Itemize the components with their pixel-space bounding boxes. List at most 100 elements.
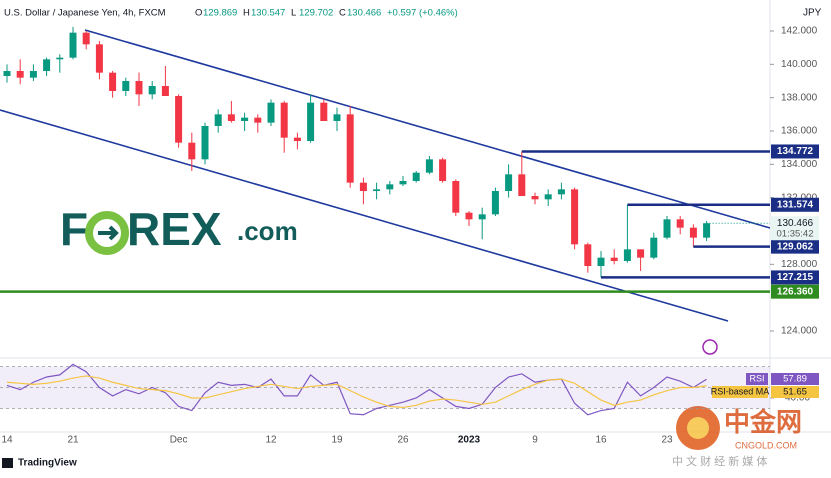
y-tick-label: 140.000 bbox=[781, 59, 818, 70]
candle-body bbox=[95, 44, 103, 73]
level-label-box bbox=[771, 270, 819, 285]
level-label: 129.062 bbox=[777, 241, 814, 252]
candle-body bbox=[320, 102, 328, 121]
candle-body bbox=[571, 189, 579, 245]
watermark-cn: 中金网 bbox=[724, 407, 802, 437]
x-tick-label: 12 bbox=[265, 435, 277, 446]
candle-body bbox=[227, 114, 235, 121]
candle-body bbox=[478, 214, 486, 220]
y-tick-label: 134.000 bbox=[781, 159, 818, 170]
candle-body bbox=[597, 257, 605, 266]
alert-icon[interactable] bbox=[702, 339, 718, 355]
candle-body bbox=[623, 249, 631, 261]
candle-body bbox=[412, 172, 420, 181]
x-tick-label: 21 bbox=[67, 435, 79, 446]
candle-body bbox=[505, 174, 513, 191]
candle-body bbox=[56, 57, 64, 60]
channel-upper bbox=[84, 29, 771, 229]
candle-body bbox=[280, 102, 288, 138]
currency: JPY bbox=[803, 8, 822, 19]
candle-body bbox=[241, 117, 249, 121]
candle-body bbox=[122, 81, 130, 91]
candle-body bbox=[689, 227, 697, 238]
candle-body bbox=[175, 96, 183, 143]
x-tick-label: 2023 bbox=[458, 435, 481, 446]
watermark-en: CNGOLD.COM bbox=[735, 440, 797, 450]
countdown: 01:35:42 bbox=[777, 229, 814, 240]
rsi-name-box bbox=[746, 373, 768, 385]
y-tick-label: 142.000 bbox=[781, 26, 818, 37]
rsi-name: RSI bbox=[749, 373, 764, 383]
candle-body bbox=[676, 219, 684, 228]
candle-body bbox=[333, 114, 341, 121]
candle-body bbox=[544, 194, 552, 200]
rsi-name: RSI-based MA bbox=[711, 386, 770, 396]
candle-body bbox=[267, 102, 275, 123]
candle-body bbox=[293, 137, 301, 141]
ohlc-change: +0.597 (+0.46%) bbox=[387, 8, 458, 19]
candle-body bbox=[491, 191, 499, 215]
x-tick-label: 9 bbox=[532, 435, 538, 446]
candle-body bbox=[465, 212, 473, 220]
candle-body bbox=[650, 237, 658, 258]
ohlc-key: O bbox=[195, 8, 202, 19]
ohlc-value: 130.547 bbox=[251, 8, 285, 19]
ohlc-value: 130.466 bbox=[347, 8, 381, 19]
level-label: 127.215 bbox=[777, 272, 814, 283]
brand-icon bbox=[2, 458, 13, 468]
y-tick-label: 128.000 bbox=[781, 259, 818, 270]
rsi-value: 57.89 bbox=[783, 374, 807, 385]
candle-body bbox=[557, 189, 565, 195]
candle-body bbox=[439, 159, 447, 181]
level-label-box bbox=[771, 197, 819, 212]
y-tick-label: 138.000 bbox=[781, 92, 818, 103]
candle-body bbox=[452, 181, 460, 213]
candle-body bbox=[3, 71, 11, 76]
candle-body bbox=[425, 159, 433, 173]
ohlc-value: 129.869 bbox=[203, 8, 237, 19]
ohlc-key: H bbox=[243, 8, 250, 19]
candle-body bbox=[399, 181, 407, 185]
candle-body bbox=[373, 189, 381, 191]
level-label-box bbox=[771, 144, 819, 159]
watermark: 中金网 CNGOLD.COM 中 文 财 经 新 媒 体 bbox=[672, 406, 802, 468]
logo-f: F bbox=[60, 203, 88, 255]
y-tick-label: 124.000 bbox=[781, 326, 818, 337]
candle-body bbox=[531, 196, 539, 200]
x-tick-label: 19 bbox=[331, 435, 343, 446]
forex-logo: F REX .com bbox=[60, 203, 298, 255]
x-tick-label: 23 bbox=[661, 435, 673, 446]
logo-o bbox=[85, 211, 129, 255]
candle-body bbox=[346, 114, 354, 183]
candle-body bbox=[161, 86, 169, 96]
level-label-box bbox=[771, 284, 819, 299]
ohlc-key: C bbox=[339, 8, 346, 19]
rsi-line bbox=[6, 363, 707, 416]
rsi-value: 51.65 bbox=[783, 387, 807, 398]
candle-body bbox=[69, 32, 77, 58]
candle-body bbox=[663, 219, 671, 238]
rsi-name-box bbox=[712, 386, 768, 398]
candle-body bbox=[29, 71, 37, 78]
brand: TradingView bbox=[18, 458, 77, 469]
candle-body bbox=[201, 126, 209, 160]
logo-com: .com bbox=[237, 216, 298, 246]
candle-body bbox=[637, 249, 645, 258]
y-tick-label: 136.000 bbox=[781, 126, 818, 137]
candle-body bbox=[254, 117, 262, 123]
logo-arrow bbox=[98, 225, 119, 241]
channel-lower bbox=[0, 109, 729, 322]
rsi-value-box bbox=[771, 373, 819, 385]
level-label: 134.772 bbox=[777, 146, 814, 157]
logo-rex: REX bbox=[127, 203, 222, 255]
candle-body bbox=[43, 59, 51, 71]
level-label: 126.360 bbox=[777, 286, 814, 297]
level-label: 131.574 bbox=[777, 199, 814, 210]
x-tick-label: 16 bbox=[595, 435, 607, 446]
watermark-tagline: 中 文 财 经 新 媒 体 bbox=[672, 454, 767, 468]
candle-body bbox=[148, 86, 156, 95]
x-tick-label: 14 bbox=[1, 435, 13, 446]
ohlc-value: 129.702 bbox=[299, 8, 333, 19]
candle-body bbox=[610, 257, 618, 261]
